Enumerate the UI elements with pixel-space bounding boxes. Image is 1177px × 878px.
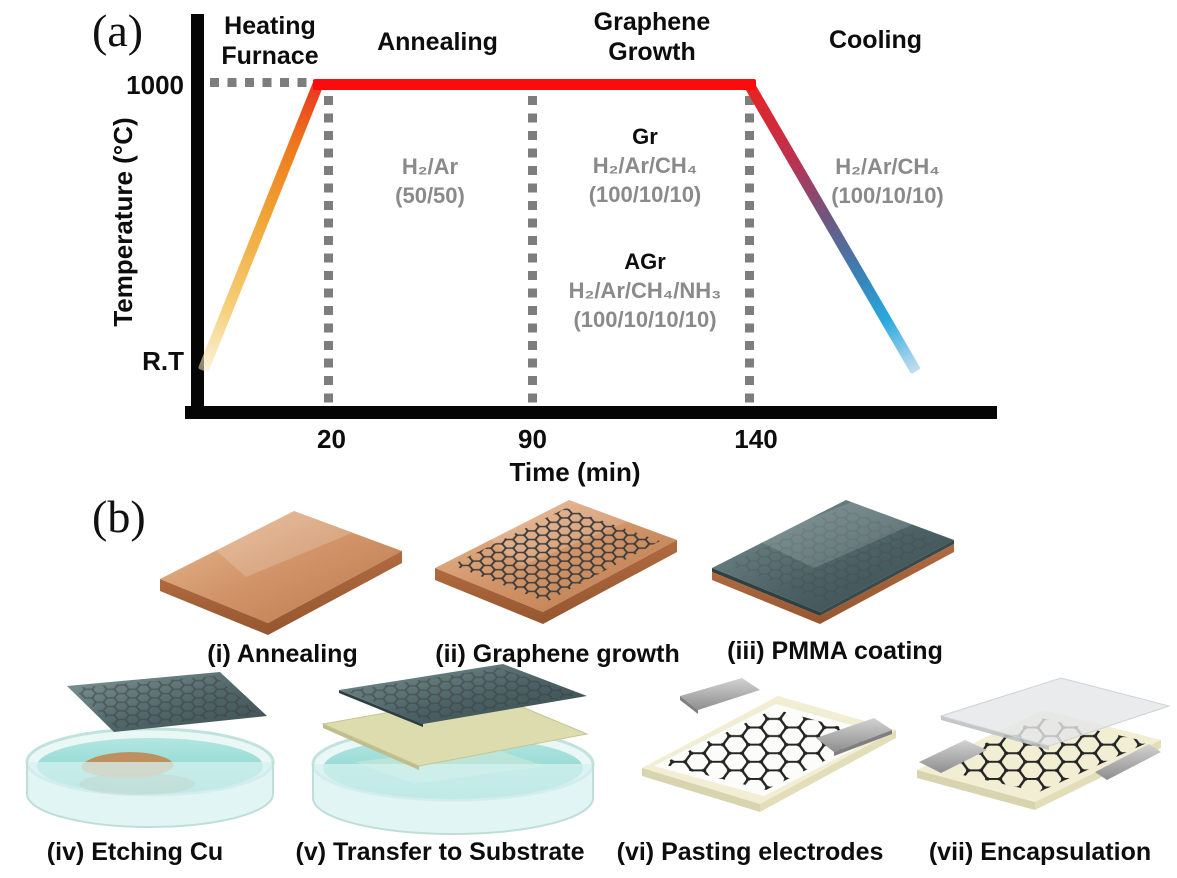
copper-side-left bbox=[435, 568, 543, 624]
gr-recipe-label: Gr H₂/Ar/CH₄ (100/10/10) bbox=[560, 122, 730, 209]
pmma-coated-illustration bbox=[712, 500, 954, 624]
guide-1000c-dashed bbox=[210, 78, 312, 87]
substrate-side-right bbox=[760, 730, 896, 812]
panel-b-label: (b) bbox=[92, 491, 146, 542]
guide-140min-dashed bbox=[745, 96, 754, 405]
step-label-pasting-electrodes: (vi) Pasting electrodes bbox=[616, 838, 884, 866]
graphene-under-pmma bbox=[729, 508, 937, 602]
graphene-film-lattice bbox=[345, 668, 579, 720]
copper-side-right bbox=[268, 551, 402, 635]
gr-recipe-gas: H₂/Ar/CH₄ bbox=[592, 153, 698, 179]
gr-recipe-flow: (100/10/10) bbox=[588, 182, 702, 208]
copper-foil-illustration bbox=[160, 511, 402, 635]
cooling-gas: H₂/Ar/CH₄ bbox=[835, 154, 940, 179]
copper-side-left bbox=[160, 579, 268, 635]
dish-front-wall bbox=[26, 762, 274, 828]
annealing-gas-label: H₂/Ar (50/50) bbox=[355, 152, 505, 210]
phase-label-annealing: Annealing bbox=[377, 28, 498, 56]
y-axis-line bbox=[191, 14, 204, 419]
xtick-140: 140 bbox=[734, 424, 778, 454]
substrate-side-left bbox=[917, 770, 1035, 810]
transfer-illustration bbox=[311, 664, 595, 835]
annealing-gas: H₂/Ar bbox=[401, 154, 459, 179]
electrode-right bbox=[816, 718, 892, 752]
agr-recipe-name: AGr bbox=[624, 249, 666, 274]
dish-front-wall bbox=[312, 764, 594, 835]
xtick-90: 90 bbox=[518, 424, 547, 454]
graphene-lattice bbox=[931, 718, 1149, 792]
cooling-ramp-segment bbox=[744, 81, 921, 375]
substrate-side-left bbox=[642, 768, 760, 812]
electrode-left-underside bbox=[680, 696, 698, 714]
phase-label-cooling: Cooling bbox=[828, 26, 923, 54]
cooling-gas-label: H₂/Ar/CH₄ (100/10/10) bbox=[800, 152, 975, 210]
annealing-flow: (50/50) bbox=[395, 183, 465, 209]
electrodes-illustration bbox=[642, 678, 896, 812]
pmma-sheen bbox=[757, 502, 914, 568]
graphene-lattice bbox=[662, 709, 874, 790]
electrode-right-underside bbox=[834, 730, 892, 756]
panel-a-label: (a) bbox=[92, 5, 144, 56]
step-label-pmma-coating: (iii) PMMA coating bbox=[727, 637, 943, 665]
ytick-rt: R.T bbox=[142, 346, 184, 376]
pmma-edge-left bbox=[712, 568, 820, 616]
etching-cu-illustration bbox=[25, 672, 275, 828]
graphene-lattice bbox=[452, 508, 660, 602]
encapsulation-illustration bbox=[917, 677, 1171, 810]
agr-recipe-label: AGr H₂/Ar/CH₄/NH₃ (100/10/10/10) bbox=[535, 247, 755, 334]
copper-top-face bbox=[160, 511, 402, 623]
guide-20min-dashed bbox=[324, 96, 333, 405]
x-axis-line bbox=[185, 406, 997, 419]
graphene-film-edge bbox=[339, 690, 423, 727]
step-label-etching-cu: (iv) Etching Cu bbox=[46, 838, 224, 866]
graphene-on-copper-illustration bbox=[435, 500, 677, 624]
phase-label-graphene-growth: Graphene Growth bbox=[593, 8, 711, 66]
electrode-left bbox=[919, 740, 987, 773]
y-axis-title: Temperature (°C) bbox=[108, 117, 138, 327]
hold-segment bbox=[313, 79, 756, 90]
step-label-encapsulation: (vii) Encapsulation bbox=[928, 838, 1152, 866]
agr-recipe-flow: (100/10/10/10) bbox=[573, 307, 717, 333]
agr-recipe-gas: H₂/Ar/CH₄/NH₃ bbox=[568, 278, 722, 304]
x-axis-title: Time (min) bbox=[509, 457, 641, 487]
ytick-1000: 1000 bbox=[126, 70, 184, 100]
encapsulation-cover bbox=[939, 677, 1171, 747]
substrate-sheet-edge bbox=[323, 724, 419, 770]
copper-sheen bbox=[210, 511, 352, 577]
step-label-graphene-growth: (ii) Graphene growth bbox=[435, 640, 680, 668]
guide-90min-dashed bbox=[528, 96, 537, 405]
heating-ramp-segment bbox=[197, 81, 324, 373]
electrode-right bbox=[1095, 744, 1161, 780]
pmma-edge-right bbox=[820, 540, 954, 616]
copper-side-right bbox=[543, 540, 677, 624]
copper-side-right bbox=[820, 544, 954, 624]
gr-recipe-name: Gr bbox=[632, 124, 658, 149]
copper-side-left bbox=[712, 572, 820, 624]
phase-label-heating-furnace: Heating Furnace bbox=[221, 12, 319, 70]
step-label-transfer: (v) Transfer to Substrate bbox=[295, 838, 585, 866]
step-label-annealing: (i) Annealing bbox=[207, 640, 358, 668]
temperature-profile-chart: Heating Furnace Annealing Graphene Growt… bbox=[108, 8, 997, 487]
cooling-flow: (100/10/10) bbox=[831, 183, 944, 209]
electrode-left bbox=[680, 678, 760, 710]
floating-film-lattice bbox=[73, 676, 259, 728]
cover-front-edge bbox=[941, 716, 1049, 750]
xtick-20: 20 bbox=[317, 424, 346, 454]
